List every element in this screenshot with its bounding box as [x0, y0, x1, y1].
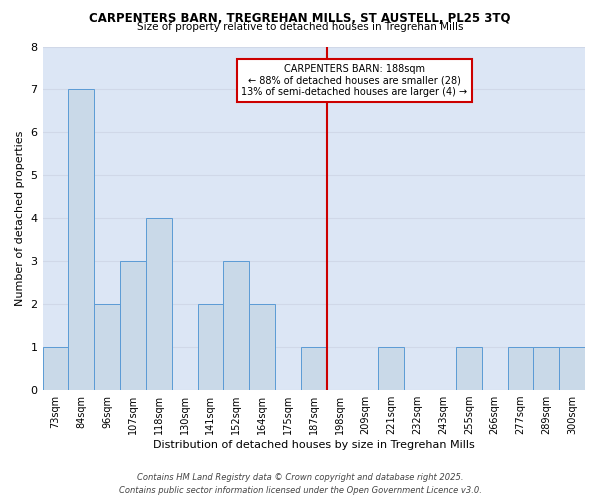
Bar — [456, 347, 482, 390]
Bar — [223, 261, 249, 390]
Bar — [508, 347, 533, 390]
Bar — [120, 261, 146, 390]
Bar — [146, 218, 172, 390]
Text: CARPENTERS BARN: 188sqm
← 88% of detached houses are smaller (28)
13% of semi-de: CARPENTERS BARN: 188sqm ← 88% of detache… — [241, 64, 467, 97]
Bar — [301, 347, 326, 390]
Bar — [68, 90, 94, 390]
Bar — [94, 304, 120, 390]
Bar — [249, 304, 275, 390]
Text: CARPENTERS BARN, TREGREHAN MILLS, ST AUSTELL, PL25 3TQ: CARPENTERS BARN, TREGREHAN MILLS, ST AUS… — [89, 12, 511, 26]
Bar — [533, 347, 559, 390]
Y-axis label: Number of detached properties: Number of detached properties — [15, 130, 25, 306]
Text: Contains HM Land Registry data © Crown copyright and database right 2025.
Contai: Contains HM Land Registry data © Crown c… — [119, 474, 481, 495]
Bar — [559, 347, 585, 390]
Bar — [197, 304, 223, 390]
Bar — [43, 347, 68, 390]
Bar — [379, 347, 404, 390]
Text: Size of property relative to detached houses in Tregrehan Mills: Size of property relative to detached ho… — [137, 22, 463, 32]
X-axis label: Distribution of detached houses by size in Tregrehan Mills: Distribution of detached houses by size … — [153, 440, 475, 450]
